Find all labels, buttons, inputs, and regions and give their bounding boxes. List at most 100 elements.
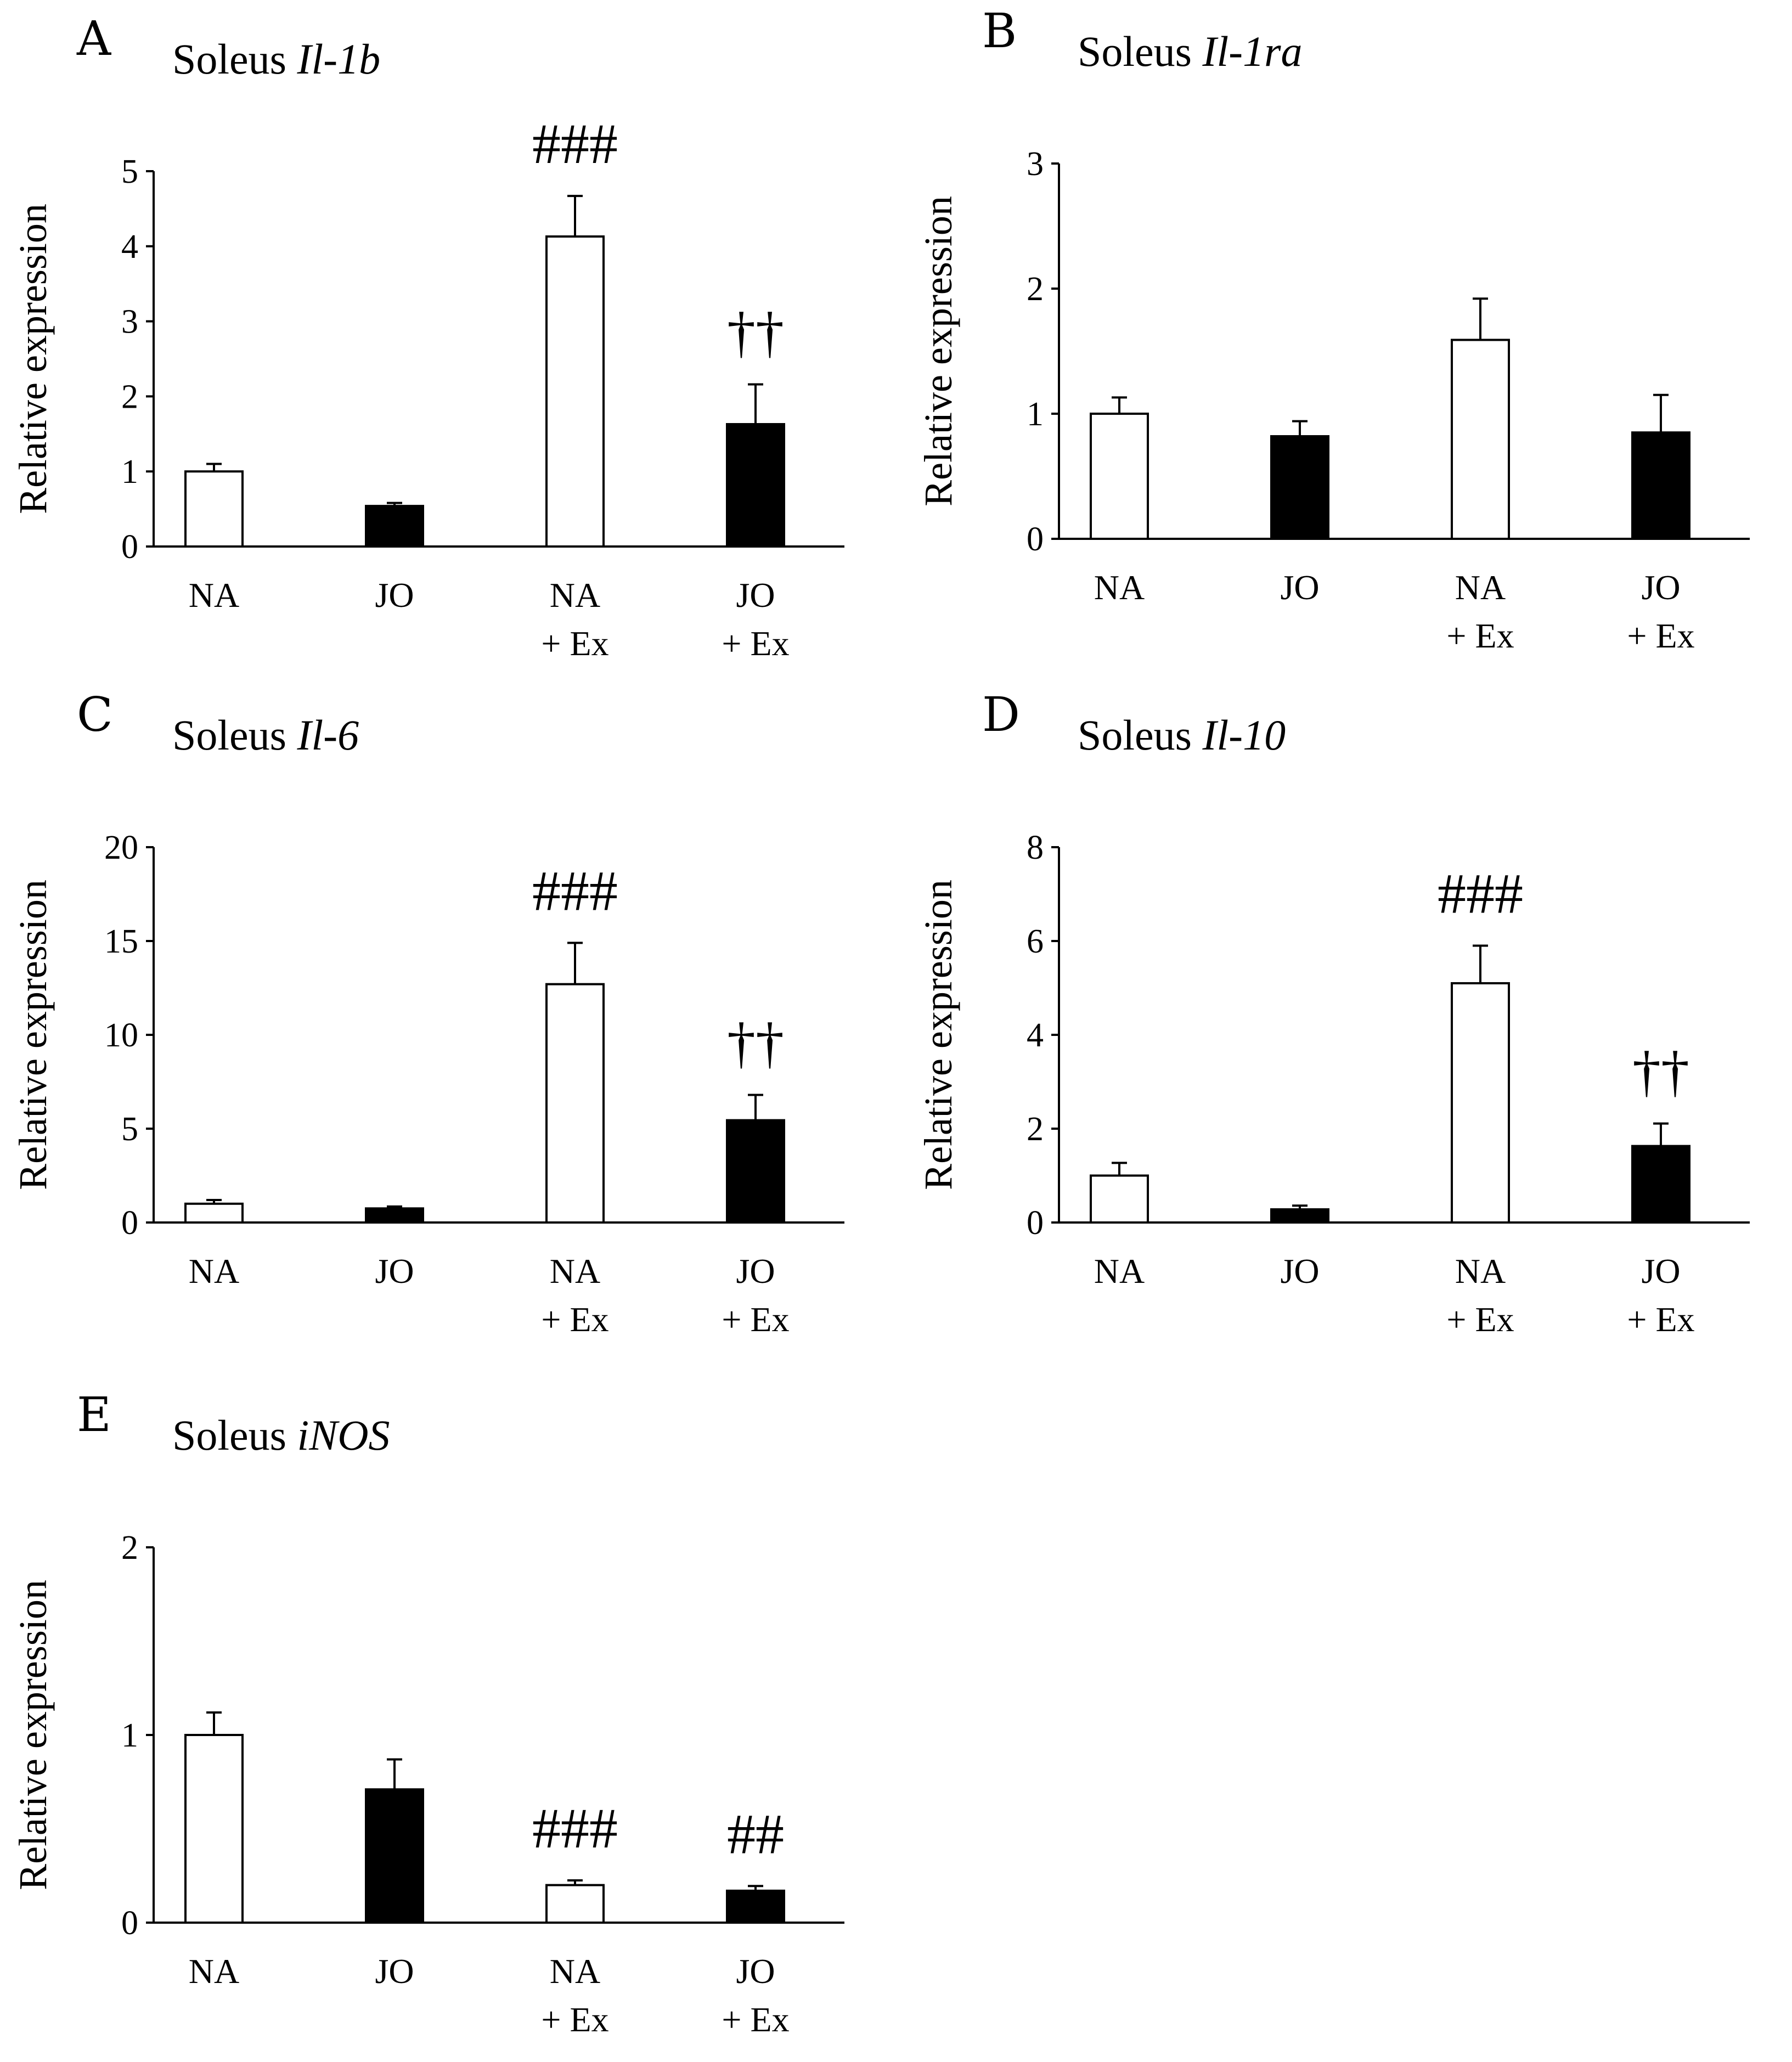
x-tick-label: + Ex [722, 2000, 789, 2039]
x-tick-label: NA [1455, 568, 1506, 607]
panel-title: Soleus iNOS [172, 1411, 390, 1459]
y-tick-label: 0 [1027, 521, 1044, 558]
chart-svg: A Soleus Il-1b Relative expression 0 1 2 3 4 5 NA… [11, 12, 844, 663]
bar-jo [365, 505, 424, 548]
bar-jo-ex [1631, 1145, 1690, 1224]
bar-na-ex [1451, 339, 1510, 540]
bar-na-ex [545, 1884, 605, 1924]
y-tick-label: 0 [121, 1204, 138, 1242]
y-tick-label: 15 [104, 923, 138, 960]
x-tick-label: NA [1094, 1252, 1145, 1291]
x-tick-label: + Ex [1627, 616, 1694, 655]
bar-jo [1270, 435, 1329, 540]
significance-mark: †† [1632, 1040, 1689, 1103]
panel-title: Soleus Il-10 [1078, 711, 1286, 759]
y-axis-label: Relative expression [11, 880, 55, 1190]
y-axis-label: Relative expression [11, 204, 55, 514]
x-tick-label: JO [375, 1952, 414, 1991]
x-tick-label: JO [736, 1252, 775, 1291]
title-prefix: Soleus [172, 35, 297, 83]
significance-mark: ### [532, 859, 618, 922]
x-tick-label: + Ex [541, 1300, 608, 1339]
bar-jo-ex [726, 1119, 785, 1224]
x-tick-label: + Ex [541, 624, 608, 663]
bar-jo-ex [1631, 431, 1690, 540]
x-tick-label: NA [550, 576, 600, 615]
y-tick-label: 5 [121, 153, 138, 190]
y-tick-label: 1 [121, 453, 138, 491]
x-tick-label: NA [189, 576, 239, 615]
panel-letter: D [982, 688, 1020, 742]
y-tick-label: 1 [1027, 396, 1044, 433]
y-tick-label: 2 [1027, 271, 1044, 308]
bar-jo-ex [726, 423, 785, 548]
bar-na [184, 470, 244, 548]
title-gene: Il-10 [1202, 711, 1286, 759]
y-tick-label: 0 [121, 1905, 138, 1942]
x-tick-label: JO [375, 1252, 414, 1291]
chart-svg: D Soleus Il-10 Relative expression 0 2 4 6 8 NA J… [916, 688, 1750, 1339]
title-gene: iNOS [297, 1411, 390, 1459]
y-tick-label: 3 [121, 303, 138, 341]
x-tick-label: + Ex [541, 2000, 608, 2039]
y-axis-label: Relative expression [11, 1580, 55, 1890]
y-tick-label: 6 [1027, 923, 1044, 960]
x-tick-label: NA [1455, 1252, 1506, 1291]
x-tick-label: NA [550, 1952, 600, 1991]
y-tick-label: 2 [121, 1529, 138, 1567]
bar-na [1090, 1174, 1149, 1224]
bar-na-ex [545, 235, 605, 548]
title-gene: Il-1ra [1202, 27, 1303, 75]
x-tick-label: NA [550, 1252, 600, 1291]
x-tick-label: NA [189, 1952, 239, 1991]
y-tick-label: 4 [1027, 1017, 1044, 1054]
y-tick-label: 0 [1027, 1204, 1044, 1242]
x-tick-label: JO [1641, 568, 1680, 607]
bar-na-ex [1451, 982, 1510, 1224]
x-tick-label: + Ex [1446, 1300, 1514, 1339]
chart-svg: E Soleus iNOS Relative expression 0 1 2 NA JO ##… [11, 1388, 844, 2039]
significance-mark: ### [532, 1797, 618, 1860]
y-tick-label: 2 [121, 378, 138, 415]
y-tick-label: 0 [121, 528, 138, 566]
x-tick-label: + Ex [1627, 1300, 1694, 1339]
y-axis-label: Relative expression [916, 196, 960, 506]
panel-letter: E [77, 1388, 111, 1443]
panel-e: E Soleus iNOS Relative expression 0 1 2 NA JO ##… [0, 1376, 896, 2062]
x-tick-label: NA [189, 1252, 239, 1291]
x-tick-label: JO [736, 1952, 775, 1991]
panel-letter: B [982, 4, 1017, 59]
x-tick-label: JO [1641, 1252, 1680, 1291]
significance-mark: ### [1438, 863, 1523, 926]
title-gene: Il-6 [297, 711, 359, 759]
x-tick-label: + Ex [722, 1300, 789, 1339]
panel-title: Soleus Il-1ra [1078, 27, 1303, 75]
x-tick-label: NA [1094, 568, 1145, 607]
bar-jo-ex [726, 1889, 785, 1924]
y-tick-label: 4 [121, 228, 138, 266]
bar-na [184, 1202, 244, 1224]
x-tick-label: JO [1280, 1252, 1319, 1291]
panel-title: Soleus Il-1b [172, 35, 380, 83]
panel-letter: A [76, 12, 111, 66]
significance-mark: †† [727, 301, 784, 364]
title-prefix: Soleus [172, 711, 297, 759]
y-tick-label: 5 [121, 1111, 138, 1148]
x-tick-label: + Ex [722, 624, 789, 663]
title-prefix: Soleus [1078, 27, 1203, 75]
panel-title: Soleus Il-6 [172, 711, 359, 759]
significance-mark: †† [727, 1011, 784, 1074]
panel-a: A Soleus Il-1b Relative expression 0 1 2 3 4 5 NA… [0, 0, 896, 686]
x-tick-label: JO [1280, 568, 1319, 607]
panel-letter: C [77, 688, 113, 742]
x-tick-label: JO [375, 576, 414, 615]
chart-svg: C Soleus Il-6 Relative expression 0 5 10 15 20 N… [11, 688, 844, 1339]
panel-d: D Soleus Il-10 Relative expression 0 2 4 6 8 NA J… [905, 676, 1792, 1362]
y-tick-label: 10 [104, 1017, 138, 1054]
x-tick-label: + Ex [1446, 616, 1514, 655]
bar-jo [1270, 1208, 1329, 1224]
title-gene: Il-1b [297, 35, 381, 83]
x-tick-label: JO [736, 576, 775, 615]
y-tick-label: 20 [104, 829, 138, 866]
